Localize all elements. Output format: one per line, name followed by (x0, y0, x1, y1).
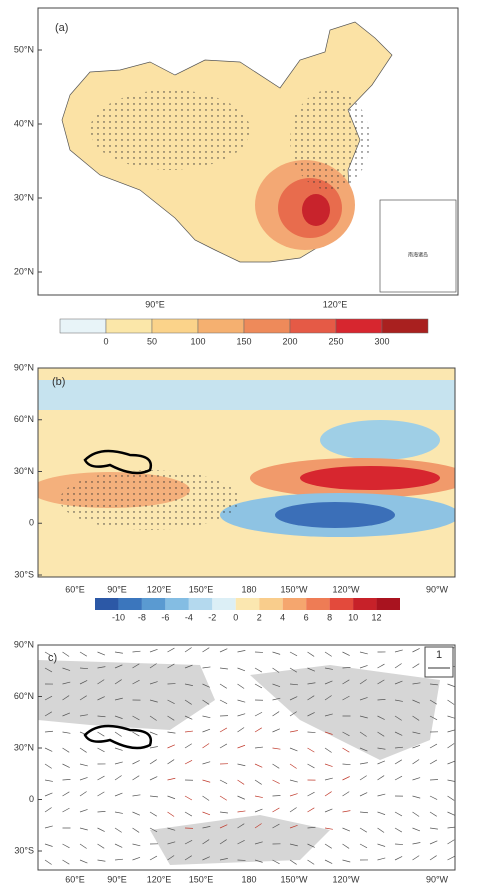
colorbar-label: 50 (147, 336, 157, 346)
x-tick-label: 90°E (107, 874, 127, 884)
panel-b: (b) (30, 368, 470, 577)
colorbar-label: 8 (327, 612, 332, 622)
y-tick-label: 60°N (14, 414, 34, 424)
x-tick-label: 150°W (280, 874, 308, 884)
x-tick-label: 60°E (65, 584, 85, 594)
colorbar-label: 0 (103, 336, 108, 346)
colorbar-label: 100 (190, 336, 205, 346)
colorbar-label: 4 (280, 612, 285, 622)
y-tick-label: 90°N (14, 362, 34, 372)
anomaly-area (320, 420, 440, 460)
colorbar-box (290, 319, 336, 333)
colorbar-label: 6 (304, 612, 309, 622)
colorbar-box (236, 598, 259, 610)
y-tick-label: 50°N (14, 44, 34, 54)
colorbar-box (198, 319, 244, 333)
x-tick-label: 120°W (332, 584, 360, 594)
y-tick-label: 30°N (14, 192, 34, 202)
colorbar-label: -10 (112, 612, 125, 622)
colorbar-label: 250 (328, 336, 343, 346)
y-tick-label: 20°N (14, 266, 34, 276)
significance-dots (290, 90, 370, 190)
x-tick-label: 150°E (189, 584, 214, 594)
x-tick-label: 90°W (426, 874, 449, 884)
colorbar-box (95, 598, 118, 610)
colorbar-label: 10 (348, 612, 358, 622)
x-tick-label: 150°E (189, 874, 214, 884)
x-tick-label: 60°E (65, 874, 85, 884)
x-tick-label: 180 (241, 874, 256, 884)
streamline (273, 795, 281, 796)
colorbar-label: -8 (138, 612, 146, 622)
inset-label: 南海诸岛 (408, 251, 428, 258)
panel-label: (a) (55, 22, 68, 34)
colorbar-label: 2 (257, 612, 262, 622)
anomaly-area (275, 502, 395, 528)
colorbar-box (165, 598, 188, 610)
colorbar-box (283, 598, 306, 610)
x-tick-label: 90°E (107, 584, 127, 594)
inset-map (380, 200, 456, 292)
colorbar-box (353, 598, 376, 610)
y-tick-label: 30°S (14, 569, 34, 579)
y-tick-label: 90°N (14, 639, 34, 649)
colorbar-label: 200 (282, 336, 297, 346)
colorbar-label: 150 (236, 336, 251, 346)
y-tick-label: 60°N (14, 691, 34, 701)
colorbar-box (382, 319, 428, 333)
x-tick-label: 120°E (323, 299, 348, 309)
x-tick-label: 120°E (147, 584, 172, 594)
y-tick-label: 0 (29, 518, 34, 528)
panel-label: c) (48, 652, 57, 664)
x-tick-label: 150°W (280, 584, 308, 594)
x-tick-label: 90°W (426, 584, 449, 594)
reference-vector-label: 1 (436, 649, 442, 661)
colorbar-box (118, 598, 141, 610)
significance-dots (60, 470, 240, 530)
y-tick-label: 40°N (14, 118, 34, 128)
colorbar-label: -2 (208, 612, 216, 622)
colorbar-box (244, 319, 290, 333)
y-tick-label: 30°S (14, 845, 34, 855)
significance-dots (90, 90, 250, 170)
colorbar-box (189, 598, 212, 610)
colorbar-label: 12 (372, 612, 382, 622)
colorbar-label: -4 (185, 612, 193, 622)
x-tick-label: 90°E (145, 299, 165, 309)
colorbar-box (336, 319, 382, 333)
panel-c: 1 c) (38, 645, 455, 870)
colorbar-label: -6 (161, 612, 169, 622)
panel-a: 南海诸岛 (a) (38, 8, 458, 295)
anomaly-area (38, 380, 455, 410)
x-tick-label: 180 (241, 584, 256, 594)
x-tick-label: 120°E (147, 874, 172, 884)
colorbar-box (152, 319, 198, 333)
colorbar-box (259, 598, 282, 610)
colorbar-box (330, 598, 353, 610)
anomaly-area (302, 194, 330, 226)
colorbar-box (212, 598, 235, 610)
y-tick-label: 30°N (14, 742, 34, 752)
y-tick-label: 30°N (14, 466, 34, 476)
y-tick-label: 0 (29, 794, 34, 804)
colorbar-box (377, 598, 400, 610)
colorbar-box (106, 319, 152, 333)
anomaly-area (300, 466, 440, 490)
colorbar-label: 300 (374, 336, 389, 346)
colorbar-label: 0 (233, 612, 238, 622)
colorbar-box (60, 319, 106, 333)
colorbar-box (306, 598, 329, 610)
panel-label: (b) (52, 376, 65, 388)
colorbar-box (142, 598, 165, 610)
x-tick-label: 120°W (332, 874, 360, 884)
